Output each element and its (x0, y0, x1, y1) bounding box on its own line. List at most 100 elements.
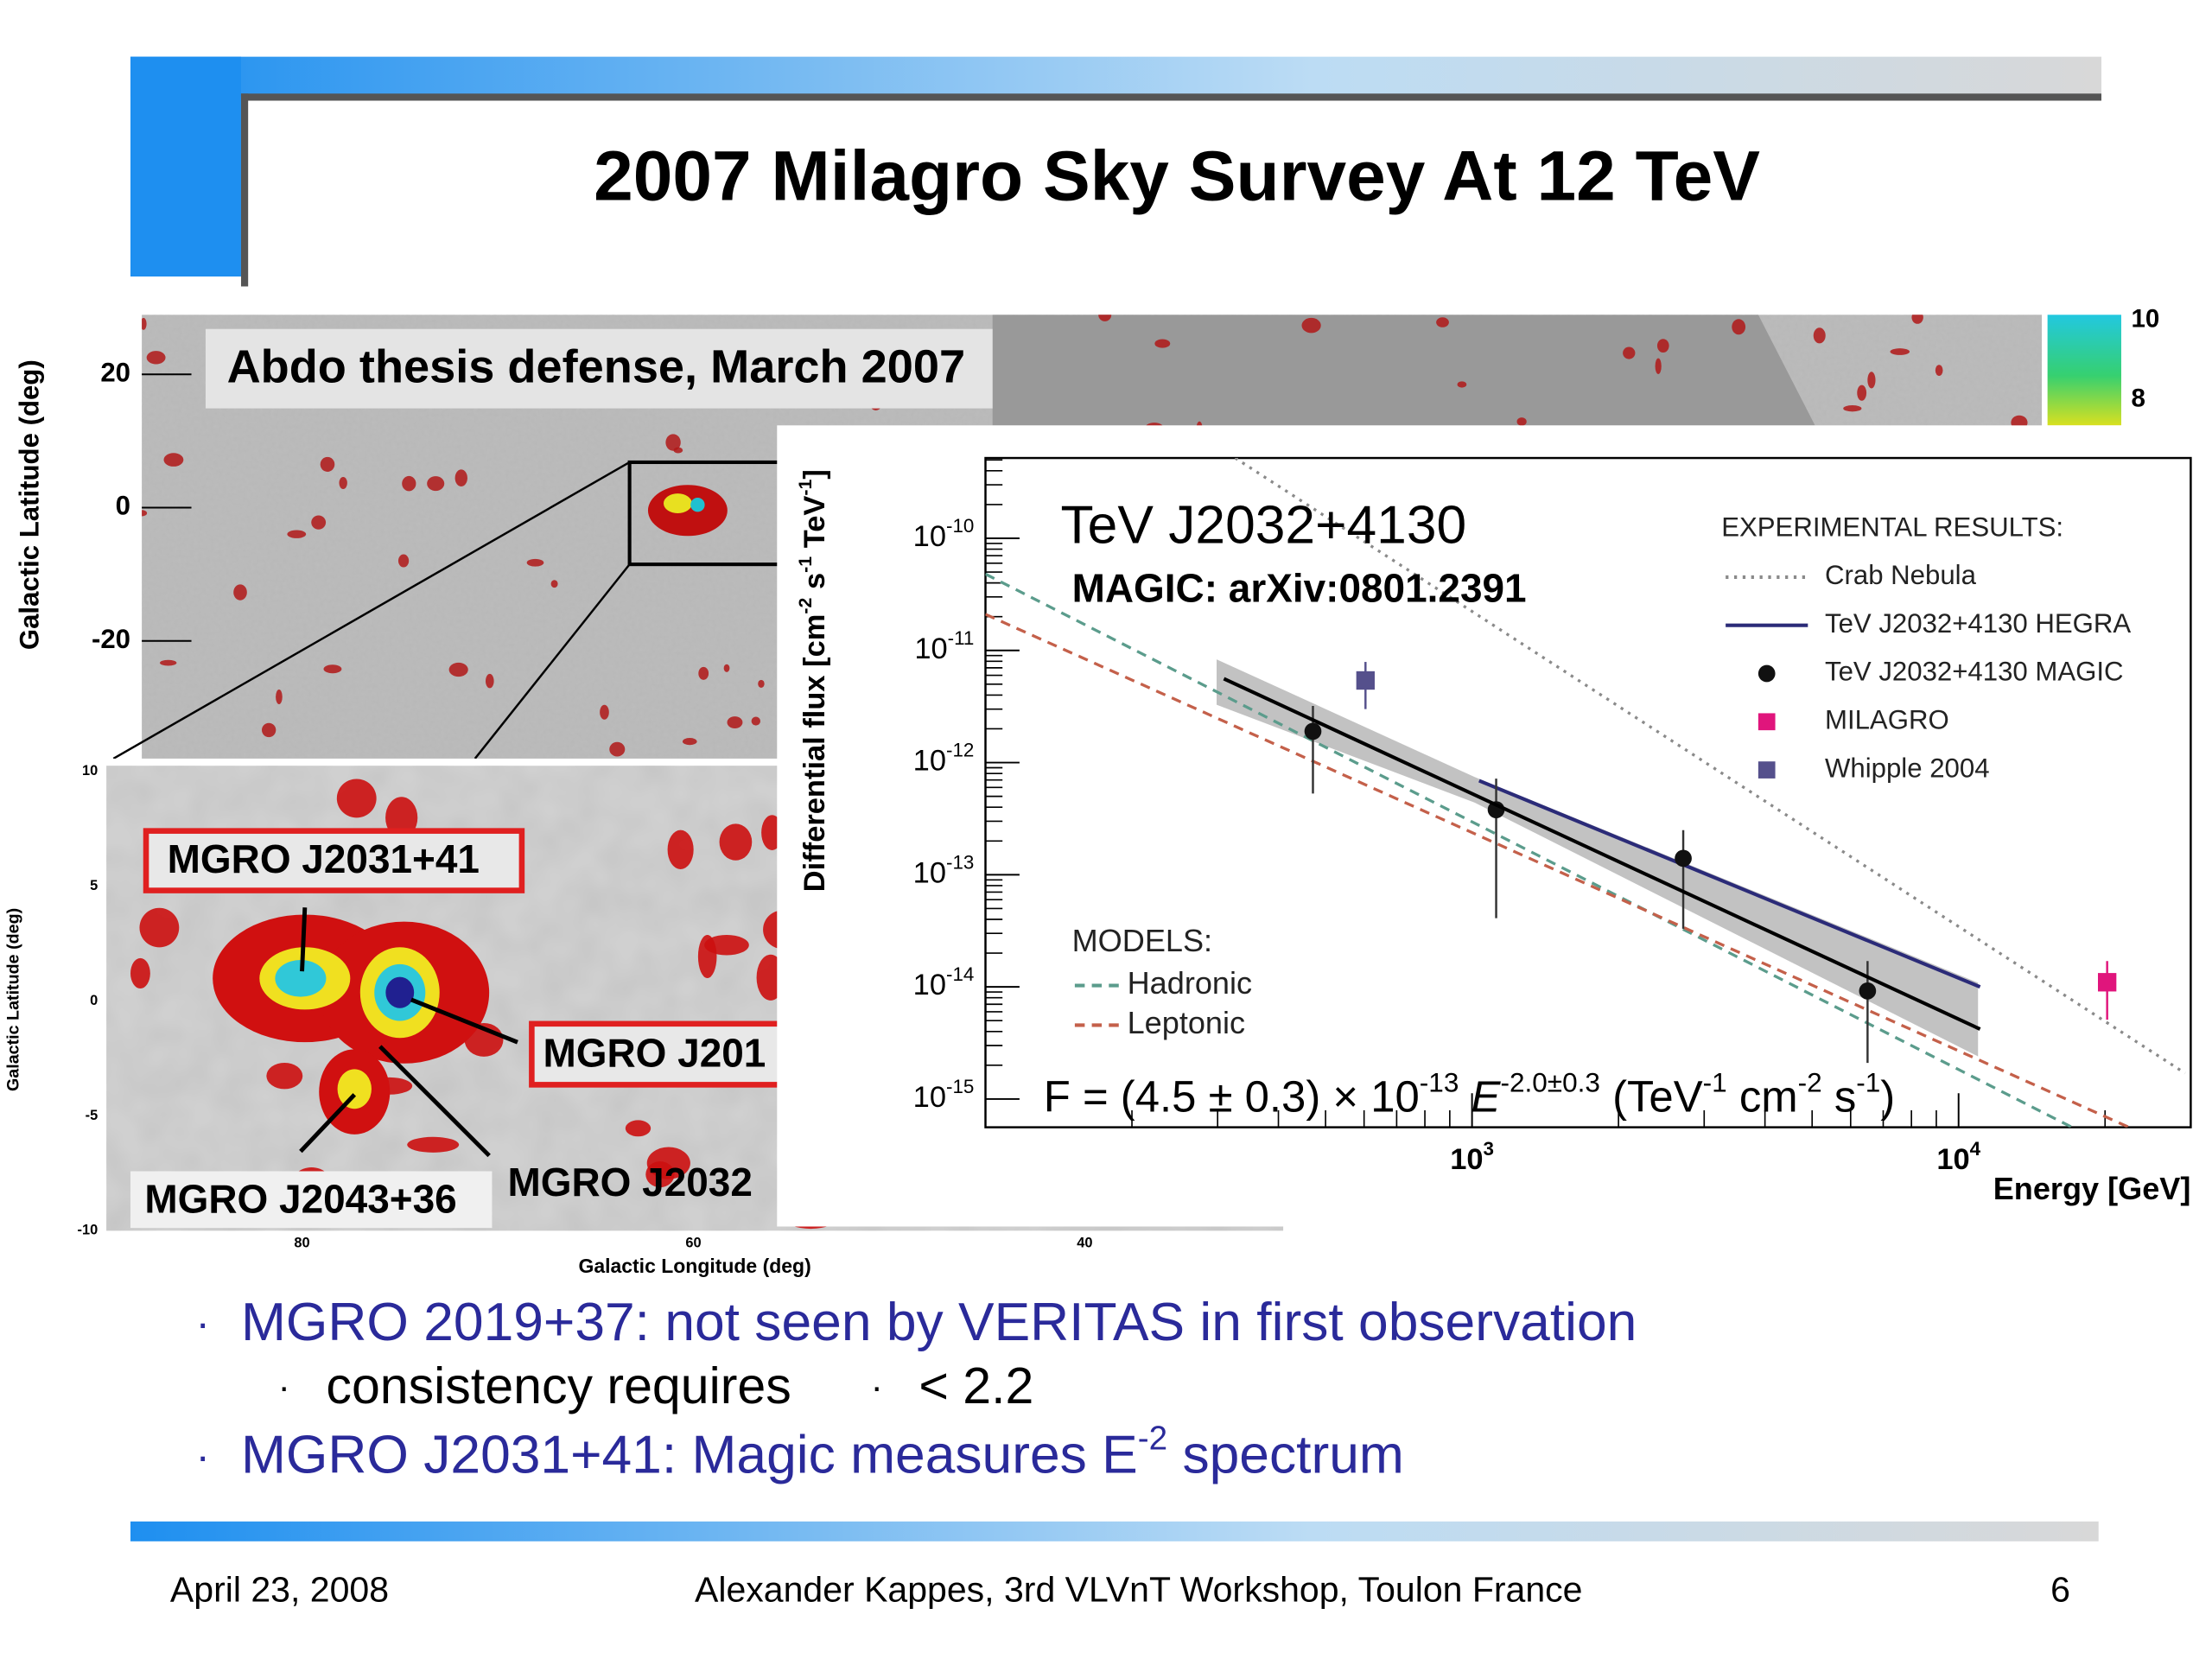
header-rule (240, 93, 249, 287)
source-box (143, 828, 525, 893)
hotspot (320, 456, 335, 472)
hotspot (647, 485, 728, 537)
tick-exponent: -13 (946, 852, 974, 874)
hotspot (454, 469, 467, 487)
footer-date: April 23, 2008 (170, 1570, 389, 1610)
y-tick-label: 0 (90, 993, 98, 1008)
hotspot (159, 659, 177, 666)
model-line (1223, 677, 1981, 1031)
y-tick-label: -10 (78, 1223, 99, 1238)
hotspot (448, 662, 468, 677)
superscript: -1 (795, 480, 816, 496)
formula: F = (4.5 ± 0.3) × 10-13 E-2.0±0.3 (TeV-1… (1044, 1067, 1895, 1122)
y-axis-label: Galactic Latitude (deg) (14, 359, 44, 650)
x-tick-label: 40 (1077, 1236, 1092, 1251)
hotspot (266, 1062, 303, 1090)
hotspot (339, 476, 347, 490)
hotspot (1813, 327, 1826, 344)
hotspot (727, 716, 743, 729)
hotspot (142, 510, 148, 517)
tick-base: 10 (914, 632, 947, 665)
text-run: Differential flux [cm (798, 614, 831, 893)
hotspot (625, 1120, 652, 1137)
hotspot (142, 317, 147, 330)
caption-box (205, 328, 993, 409)
hotspot (1867, 372, 1876, 389)
y-tick-label: 5 (90, 878, 98, 893)
hotspot (719, 823, 753, 861)
hotspot (664, 493, 692, 514)
hotspot (287, 530, 307, 538)
pointer (410, 997, 518, 1045)
hotspot (1098, 315, 1112, 321)
text-run: ] (798, 469, 831, 479)
y-tick-label: -20 (92, 624, 130, 654)
hotspot (1935, 365, 1943, 377)
hotspot (485, 673, 494, 689)
model-line (1234, 458, 2186, 1075)
zoom-line (112, 461, 631, 760)
y-axis-label: Differential flux [cm-2 s-1 TeV-1] (795, 469, 831, 892)
legend-label: TeV J2032+4130 HEGRA (1825, 608, 2131, 639)
x-tick-label: 104 (1936, 1138, 1980, 1176)
hotspot (1154, 339, 1171, 348)
hotspot (690, 498, 705, 512)
legend-title: MODELS: (1072, 923, 1212, 958)
y-tick-label: 10 (82, 763, 98, 779)
hotspot (1911, 315, 1923, 324)
tick-exponent: 4 (1970, 1138, 1981, 1160)
data-point (2097, 973, 2117, 992)
x-axis-label: Energy [GeV] (1993, 1171, 2191, 1206)
fit-band (1217, 659, 1979, 1057)
hotspot (402, 475, 416, 492)
y-tick-label: 10-11 (914, 627, 974, 665)
hotspot (1656, 339, 1669, 353)
tick-exponent: -12 (946, 740, 974, 761)
superscript: -2 (1138, 1420, 1167, 1457)
bullet-text: MGRO 2019+37: not seen by VERITAS in fir… (241, 1293, 1637, 1352)
tick-base: 10 (913, 856, 946, 889)
header-rule (240, 93, 2101, 101)
tick-base: 10 (1936, 1143, 1969, 1176)
superscript: -13 (1420, 1067, 1459, 1098)
text-run: ) (1880, 1072, 1895, 1122)
data-point (1304, 722, 1322, 741)
tick-exponent: -15 (946, 1076, 974, 1097)
text-run: F = (4.5 ± 0.3) × 10 (1044, 1072, 1420, 1122)
hotspot (751, 716, 761, 726)
hotspot (526, 558, 544, 567)
hotspot (697, 934, 717, 978)
superscript: -2 (1798, 1067, 1822, 1098)
y-tick-label: 10-12 (913, 740, 975, 778)
hotspot (233, 584, 247, 601)
hotspot (262, 722, 276, 738)
x-tick-label: 60 (685, 1236, 701, 1251)
tick-exponent: -14 (946, 964, 974, 986)
legend-label: Leptonic (1128, 1005, 1245, 1040)
text-run: (TeV (1600, 1072, 1703, 1122)
header-bar (130, 56, 2101, 97)
hotspot (1301, 317, 1321, 334)
tick-exponent: -11 (948, 627, 975, 649)
data-point (1675, 849, 1692, 868)
hotspot (1516, 417, 1527, 426)
data-point (1356, 671, 1375, 690)
hotspot (667, 830, 694, 870)
hotspot (723, 664, 730, 672)
tick-base: 10 (1450, 1143, 1483, 1176)
superscript: -1 (1703, 1067, 1727, 1098)
hotspot (385, 976, 415, 1008)
footer-bar (130, 1521, 2099, 1541)
hotspot (550, 580, 558, 588)
hotspot (1857, 385, 1867, 401)
bullet-text: MGRO J2031+41: Magic measures E-2 spectr… (241, 1420, 1404, 1485)
y-tick-label: 10-10 (913, 515, 975, 553)
colorbar-label: 8 (2131, 385, 2145, 413)
hotspot (1436, 317, 1449, 327)
legend-label: TeV J2032+4130 MAGIC (1825, 657, 2124, 687)
hotspot (163, 453, 184, 467)
x-tick-label: 80 (294, 1236, 309, 1251)
y-tick-label: 10-13 (913, 852, 975, 890)
source-box (130, 1171, 493, 1229)
